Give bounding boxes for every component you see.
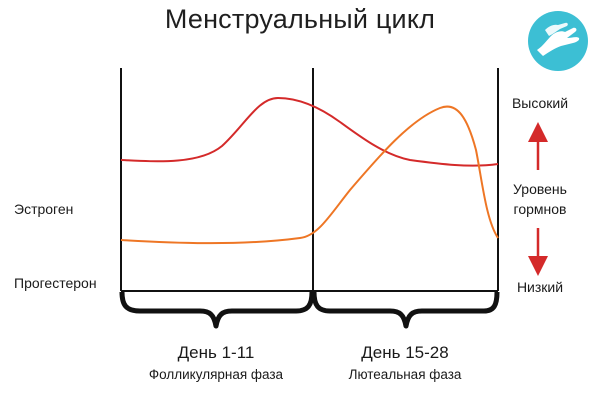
progesterone-curve [120, 105, 499, 245]
phase2-brace [311, 291, 500, 329]
hormone-level-line2: гормнов [513, 201, 567, 217]
phase2-days: День 15-28 [361, 343, 449, 362]
diagram-title: Менструальный цикл [164, 4, 436, 34]
high-level-label: Высокий [511, 95, 569, 111]
estrogen-label: Эстроген [14, 201, 74, 217]
phase1-name: Фолликулярная фаза [148, 367, 284, 382]
estrogen-curve [120, 96, 499, 167]
logo-hand-large [537, 27, 580, 56]
helping-hands-icon [528, 11, 588, 71]
phase1-days: День 1-11 [177, 343, 255, 362]
logo-hand-small [545, 22, 568, 36]
hormone-level-line1: Уровень [513, 181, 567, 197]
phase1-brace [119, 291, 315, 329]
phase2-name: Лютеальная фаза [348, 367, 462, 382]
low-level-label: Низкий [516, 279, 564, 295]
progesterone-label: Прогестерон [14, 275, 97, 291]
hormone-level-label: Уровень гормнов [500, 179, 580, 219]
